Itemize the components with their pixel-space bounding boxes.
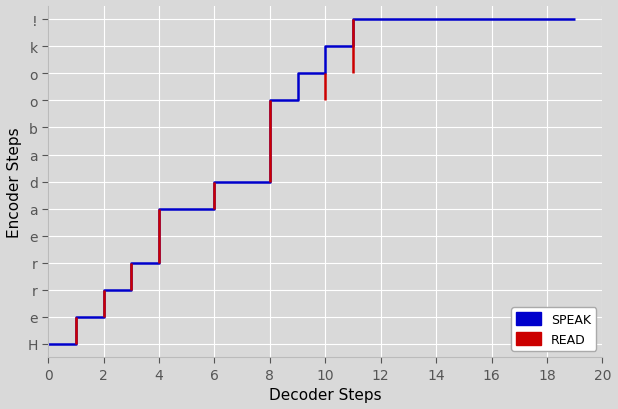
Legend: SPEAK, READ: SPEAK, READ <box>511 308 596 351</box>
X-axis label: Decoder Steps: Decoder Steps <box>269 387 381 402</box>
Y-axis label: Encoder Steps: Encoder Steps <box>7 127 22 237</box>
